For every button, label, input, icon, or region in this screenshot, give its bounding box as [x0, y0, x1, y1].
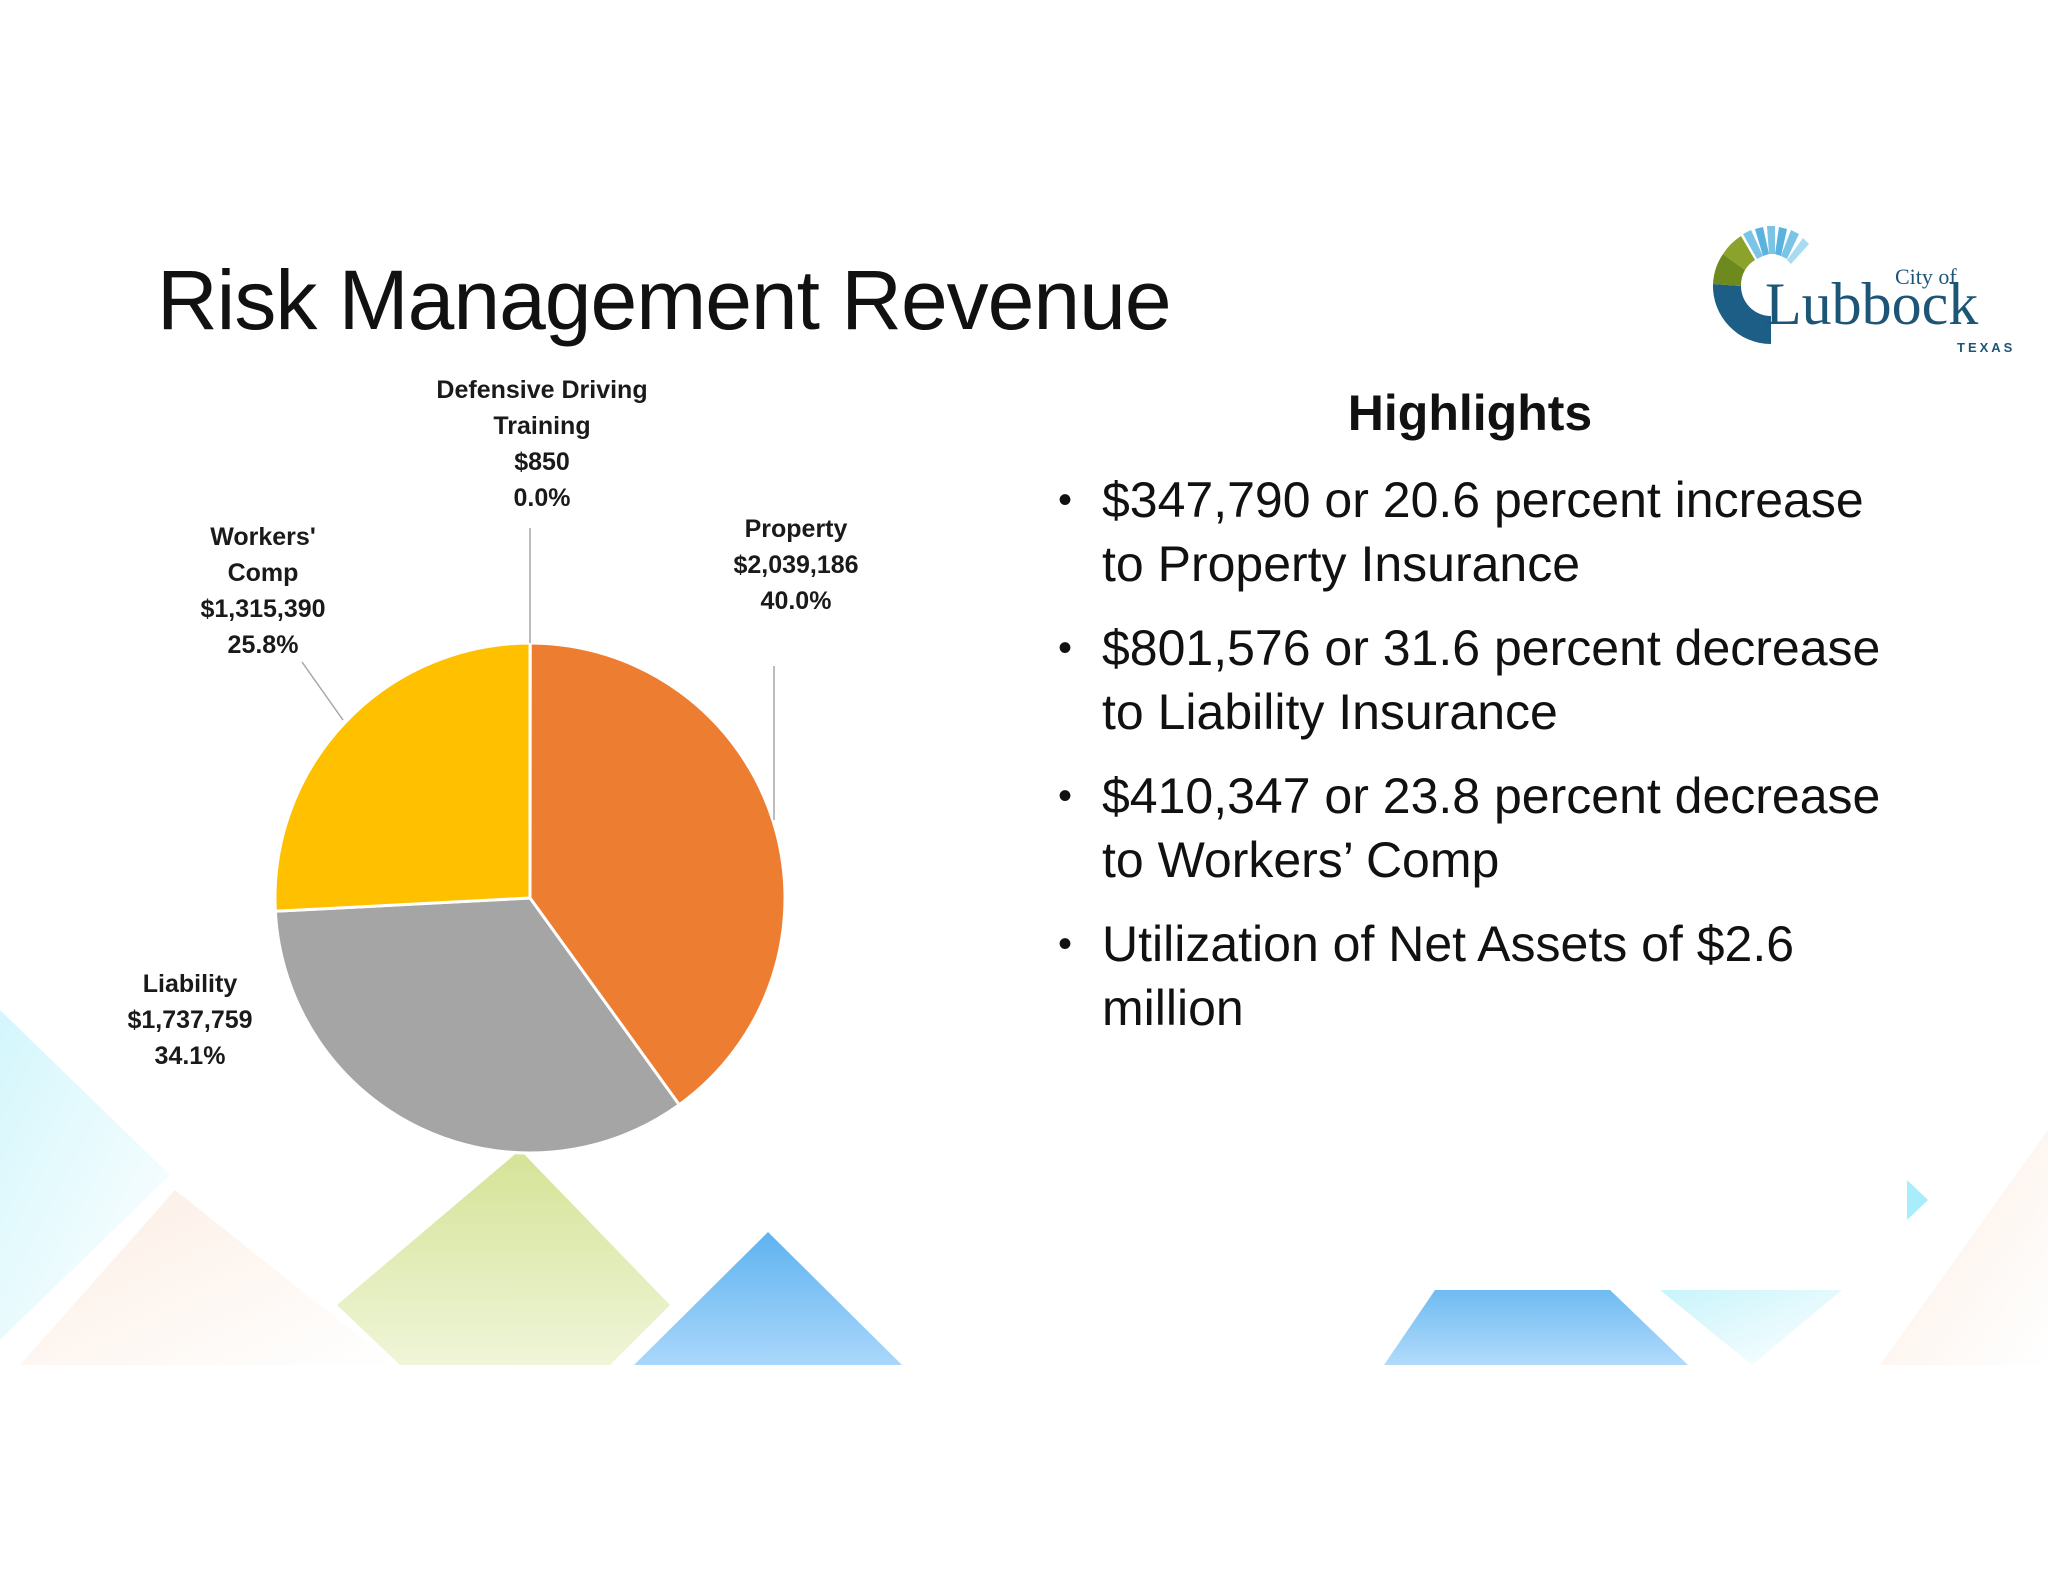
highlight-text: $801,576 or 31.6 percent decrease to Lia…: [1102, 620, 1881, 740]
pie-data-label: Defensive Driving: [436, 376, 647, 404]
pie-slices: [273, 641, 787, 1155]
pie-leader-lines: [301, 528, 775, 820]
decor-triangle-cyan-left: [0, 1010, 170, 1340]
pie-slice-workers-comp: [273, 641, 532, 913]
leader-line: [301, 661, 344, 721]
highlight-item: • $801,576 or 31.6 percent decrease to Li…: [1050, 616, 1900, 744]
bullet-icon: •: [1058, 478, 1073, 522]
pie-data-label: $1,737,759: [127, 1006, 252, 1034]
highlight-item: • $410,347 or 23.8 percent decrease to Wo…: [1050, 764, 1900, 892]
bullet-icon: •: [1058, 922, 1073, 966]
pie-data-label: Property: [745, 515, 848, 543]
revenue-pie-chart: Defensive Driving Training $850 0.0% Propert…: [127, 376, 859, 1155]
pie-data-label: 0.0%: [514, 484, 571, 512]
pie-data-label: $1,315,390: [200, 595, 325, 623]
pie-data-label: 40.0%: [761, 587, 832, 615]
pie-data-label: 34.1%: [155, 1042, 226, 1070]
pie-data-label: Comp: [228, 559, 299, 587]
pie-slice-liability: [273, 896, 682, 1155]
pie-data-labels: Defensive Driving Training $850 0.0% Propert…: [127, 376, 858, 1070]
bullet-icon: •: [1058, 626, 1073, 670]
highlight-item: • $347,790 or 20.6 percent increase to Pr…: [1050, 468, 1900, 596]
logo-city-of-text: City of: [1895, 264, 1957, 289]
highlight-text: $347,790 or 20.6 percent increase to Pro…: [1102, 472, 1864, 592]
logo-lubbock-text: Lubbock: [1765, 271, 1978, 337]
highlight-text: $410,347 or 23.8 percent decrease to Wor…: [1102, 768, 1881, 888]
highlights-list: • $347,790 or 20.6 percent increase to Pr…: [1050, 468, 1900, 1060]
pie-data-label: Training: [493, 412, 590, 440]
bullet-icon: •: [1058, 774, 1073, 818]
decor-triangle-cyan-right: [1660, 1290, 1842, 1365]
decor-triangle-blue-left: [634, 1232, 902, 1365]
pie-data-label: $850: [514, 448, 570, 476]
logo-texas-text: TEXAS: [1957, 340, 2015, 355]
pie-data-label: $2,039,186: [733, 551, 858, 579]
decor-triangle-small-cyan: [1907, 1180, 1928, 1220]
decor-triangle-peach-left: [20, 1190, 395, 1365]
pie-data-label: Workers': [210, 523, 316, 551]
decor-triangle-peach-right: [1880, 1130, 2048, 1365]
highlight-text: Utilization of Net Assets of $2.6 millio…: [1102, 916, 1795, 1036]
highlights-heading: Highlights: [1347, 385, 1593, 441]
decor-diamond-green: [337, 1150, 670, 1365]
decor-trapezoid-blue-right: [1384, 1290, 1688, 1365]
slide-title: Risk Management Revenue: [157, 253, 1172, 347]
pie-slice-property: [528, 641, 787, 1107]
pie-data-label: Liability: [143, 970, 238, 998]
logo-sunburst-icon: [1712, 226, 1809, 344]
city-logo: City of Lubbock TEXAS: [1712, 226, 2015, 355]
highlight-item: • Utilization of Net Assets of $2.6 milli…: [1050, 912, 1900, 1040]
pie-data-label: 25.8%: [228, 631, 299, 659]
